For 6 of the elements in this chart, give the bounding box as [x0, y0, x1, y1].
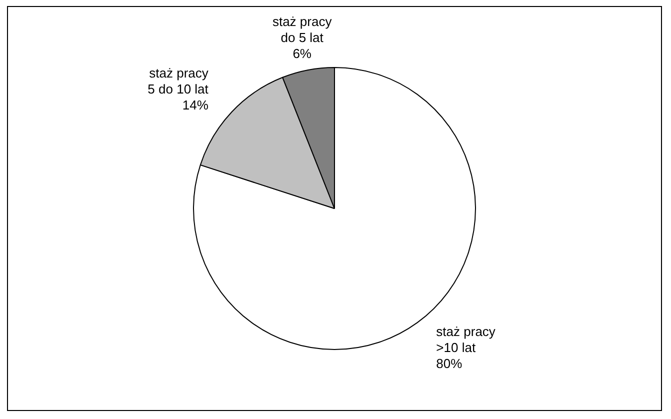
slice-label: staż pracy do 5 lat — [272, 14, 332, 46]
slice-label: staż pracy >10 lat — [436, 324, 496, 356]
data-label: 80% — [436, 356, 463, 372]
slice-label: staż pracy 5 do 10 lat — [148, 66, 209, 97]
data-label: 6% — [292, 46, 312, 62]
data-label: 14% — [182, 98, 209, 113]
